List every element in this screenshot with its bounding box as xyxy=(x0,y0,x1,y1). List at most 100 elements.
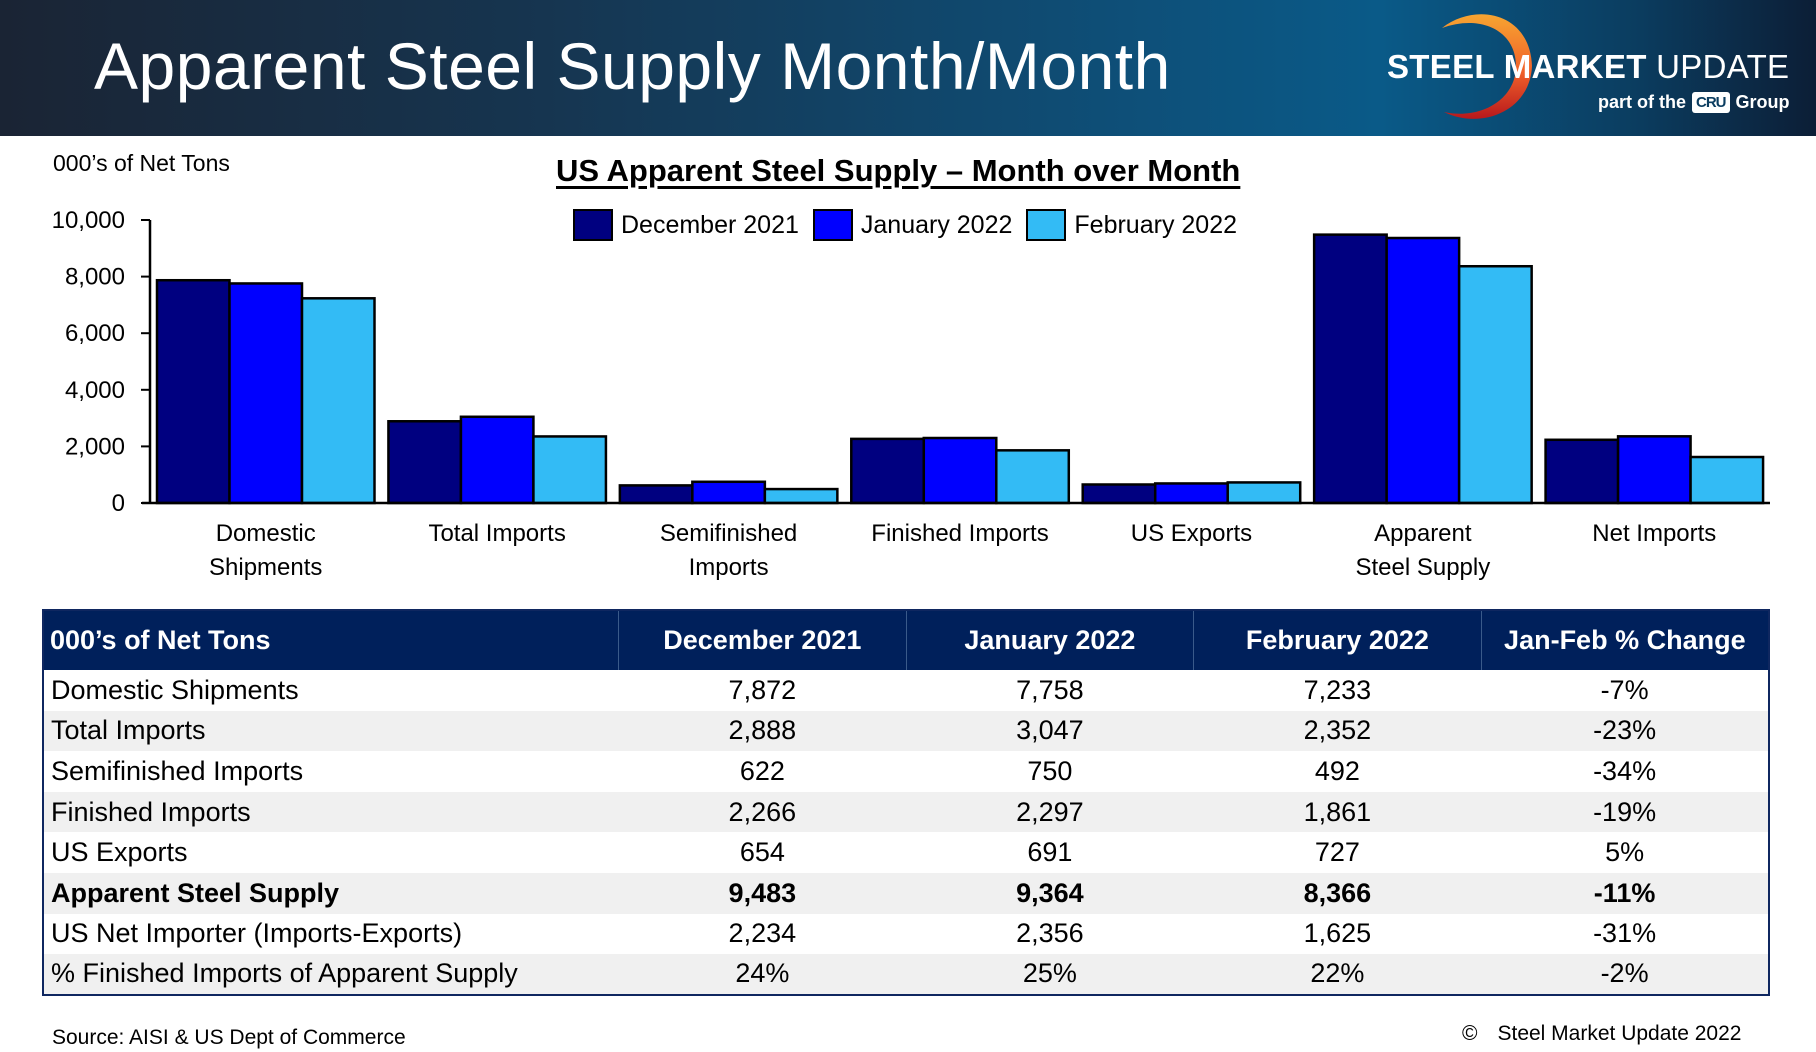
bar-december-2021 xyxy=(618,484,694,505)
cell-feb-2022: 727 xyxy=(1314,837,1360,868)
bar-december-2021 xyxy=(850,437,926,505)
bar-december-2021 xyxy=(1081,483,1157,505)
cell-jan-2022: 691 xyxy=(1027,837,1073,868)
cell-pct-change: -31% xyxy=(1593,918,1657,949)
cell-dec-2021: 2,888 xyxy=(618,710,907,752)
x-tick-label: Semifinished Imports xyxy=(660,520,797,581)
bar-december-2021 xyxy=(155,278,231,505)
x-tick-label-line: Total Imports xyxy=(428,520,565,547)
x-tick-label: Finished Imports xyxy=(871,520,1048,547)
logo-tagline-prefix: part of the xyxy=(1598,92,1686,112)
table-row: Semifinished Imports 622 750 492 -34% xyxy=(43,751,1769,792)
cell-feb-2022: 1,861 xyxy=(1193,791,1482,833)
row-label: Finished Imports xyxy=(43,791,619,833)
cell-feb-2022: 2,352 xyxy=(1193,710,1482,752)
row-label: % Finished Imports of Apparent Supply xyxy=(43,954,619,995)
bar-december-2021 xyxy=(1312,233,1388,505)
logo-wordmark: STEEL MARKET UPDATE xyxy=(1387,48,1790,85)
y-tick-label: 0 xyxy=(112,490,125,517)
legend-swatch-jan-2022 xyxy=(812,209,853,241)
cell-dec-2021: 2,266 xyxy=(618,791,907,833)
x-tick-label-line: Shipments xyxy=(209,554,322,581)
table-row: Domestic Shipments 7,872 7,758 7,233 -7% xyxy=(43,670,1769,711)
copyright-note: © Steel Market Update 2022 xyxy=(1462,1022,1741,1046)
x-tick-label-line: Imports xyxy=(689,554,769,581)
source-note: Source: AISI & US Dept of Commerce xyxy=(52,1026,406,1049)
column-header-units: 000’s of Net Tons xyxy=(43,610,619,670)
bar-february-2022 xyxy=(532,435,608,505)
cell-jan-2022: 9,364 xyxy=(906,872,1194,914)
bar-january-2022 xyxy=(459,415,535,505)
legend-label: December 2021 xyxy=(621,210,799,239)
cell-feb-2022: 1,625 xyxy=(1303,918,1372,949)
column-header-dec-2021: December 2021 xyxy=(618,610,907,670)
cell-dec-2021: 9,483 xyxy=(618,872,907,914)
x-tick-label: Net Imports xyxy=(1592,520,1716,547)
cell-feb-2022: 492 xyxy=(1314,755,1360,786)
cell-feb-2022: 7,233 xyxy=(1303,674,1372,705)
bar-january-2022 xyxy=(1385,236,1461,505)
bar-december-2021 xyxy=(387,420,463,505)
x-tick-label-line: Finished Imports xyxy=(871,520,1048,547)
steel-market-update-logo: STEEL MARKET UPDATE part of the CRU Grou… xyxy=(1380,0,1816,136)
bar-february-2022 xyxy=(763,487,839,505)
supply-data-table: 000’s of Net Tons December 2021 January … xyxy=(42,609,1770,996)
cell-dec-2021: 2,234 xyxy=(728,918,797,949)
table-body: Domestic Shipments 7,872 7,758 7,233 -7% Tota… xyxy=(43,670,1769,995)
header-banner: Apparent Steel Supply Month/Month STEEL … xyxy=(0,0,1816,136)
y-tick-label: 2,000 xyxy=(65,433,125,460)
legend-item-dec-2021: December 2021 xyxy=(573,209,799,241)
table-row: % Finished Imports of Apparent Supply 24%… xyxy=(43,954,1769,995)
cell-dec-2021: 7,872 xyxy=(728,674,797,705)
row-label: US Net Importer (Imports-Exports) xyxy=(51,918,463,949)
table-row: Finished Imports 2,266 2,297 1,861 -19% xyxy=(43,791,1769,833)
bar-january-2022 xyxy=(1153,482,1229,505)
legend-label: February 2022 xyxy=(1074,210,1238,239)
bar-february-2022 xyxy=(1689,455,1765,505)
cell-dec-2021: 654 xyxy=(739,837,785,868)
row-label: Total Imports xyxy=(43,710,619,752)
y-tick-label: 4,000 xyxy=(65,377,125,404)
legend-label: January 2022 xyxy=(860,210,1013,239)
cell-feb-2022: 8,366 xyxy=(1193,872,1482,914)
bar-january-2022 xyxy=(1616,435,1692,505)
x-tick-label: Total Imports xyxy=(428,520,565,547)
cell-jan-2022: 25% xyxy=(906,954,1194,995)
cell-pct-change: -34% xyxy=(1593,755,1657,786)
y-axis-units-label: 000’s of Net Tons xyxy=(53,150,230,176)
cell-jan-2022: 3,047 xyxy=(906,710,1194,752)
cell-jan-2022: 750 xyxy=(1027,755,1073,786)
x-tick-label-line: Semifinished xyxy=(660,520,797,547)
x-tick-label-line: Steel Supply xyxy=(1355,554,1490,581)
bar-february-2022 xyxy=(1226,481,1302,505)
row-label: US Exports xyxy=(51,837,188,868)
y-tick-label: 8,000 xyxy=(65,264,125,291)
legend-swatch-dec-2021 xyxy=(573,209,613,241)
legend-swatch-feb-2022 xyxy=(1026,209,1067,241)
x-tick-label-line: US Exports xyxy=(1131,520,1252,547)
cell-pct-change: -19% xyxy=(1481,791,1769,833)
bar-january-2022 xyxy=(228,282,304,505)
cell-pct-change: -2% xyxy=(1481,954,1769,995)
x-tick-label: US Exports xyxy=(1131,520,1252,547)
column-header-feb-2022: February 2022 xyxy=(1193,610,1482,670)
copyright-icon: © xyxy=(1462,1022,1478,1045)
logo-tagline-suffix: Group xyxy=(1735,92,1790,112)
cell-jan-2022: 7,758 xyxy=(1016,674,1084,705)
x-tick-label: Apparent Steel Supply xyxy=(1355,520,1490,581)
bar-january-2022 xyxy=(691,480,767,505)
cell-pct-change: 5% xyxy=(1605,837,1645,868)
bar-february-2022 xyxy=(300,297,376,505)
bar-january-2022 xyxy=(922,436,998,505)
table-row: Apparent Steel Supply 9,483 9,364 8,366 -11% xyxy=(43,872,1769,914)
table-row: US Exports 654 691 727 5% xyxy=(43,832,1769,873)
table-header-row: 000’s of Net Tons December 2021 January … xyxy=(43,610,1769,670)
chart-legend: December 2021 January 2022 February 2022 xyxy=(573,209,1251,241)
chart-title: US Apparent Steel Supply – Month over Mo… xyxy=(556,153,1241,188)
x-tick-label-line: Domestic xyxy=(216,520,316,547)
cru-badge: CRU xyxy=(1692,92,1730,113)
cell-dec-2021: 24% xyxy=(618,954,907,995)
table-row: US Net Importer (Imports-Exports) 2,234 2,… xyxy=(43,914,1769,955)
page-title: Apparent Steel Supply Month/Month xyxy=(94,29,1171,103)
x-tick-label-line: Apparent xyxy=(1374,520,1472,547)
